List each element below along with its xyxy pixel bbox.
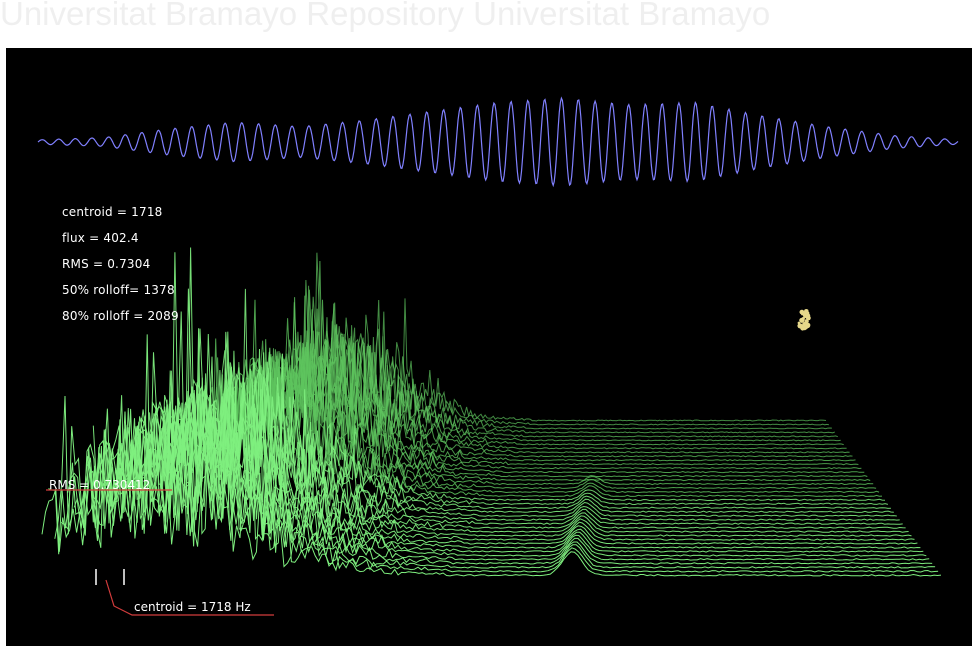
spectrum-frame-line <box>92 288 918 545</box>
flux-readout: flux = 402.4 <box>62 231 139 245</box>
rms-readout: RMS = 0.7304 <box>62 257 150 271</box>
rolloff80-readout: 80% rolloff = 2089 <box>62 309 179 323</box>
rolloff80-separator: = <box>133 309 144 323</box>
spectrogram-waterfall <box>41 247 942 577</box>
flux-label: flux <box>62 231 86 245</box>
rms-label: RMS <box>62 257 89 271</box>
spectrum-frame-line <box>253 336 844 446</box>
spectrum-frame-line <box>105 333 912 537</box>
rms-value: 0.7304 <box>107 257 151 271</box>
waveform-line <box>37 96 959 188</box>
flux-value: 402.4 <box>103 231 139 245</box>
rolloff50-label: 50% rolloff= <box>62 283 140 297</box>
flux-separator: = <box>89 231 100 245</box>
centroid-label: centroid <box>62 205 113 219</box>
rms-marker-name: RMS <box>49 478 76 492</box>
centroid-separator: = <box>116 205 128 219</box>
feature-point <box>807 323 811 327</box>
centroid-marker-unit: Hz <box>235 600 251 614</box>
spectrum-frame-line <box>99 247 915 541</box>
rms-marker-separator: = <box>79 478 90 492</box>
spectrum-frame-line <box>137 352 897 517</box>
visualization-canvas: centroid = 1718 flux = 402.4 RMS = 0.730… <box>6 48 972 646</box>
visualization-svg <box>37 96 959 616</box>
centroid-marker-label: centroid = 1718 Hz <box>134 600 251 614</box>
centroid-marker-name: centroid <box>134 600 184 614</box>
rms-marker-value: 0.730412 <box>93 478 151 492</box>
spectrum-frame-line <box>144 288 894 513</box>
spectrum-frame-line <box>246 289 847 450</box>
spectrum-frame-line <box>272 299 835 434</box>
feature-point <box>804 325 808 328</box>
spectrum-frame-line <box>54 395 936 569</box>
spectrum-frame-line <box>233 260 853 458</box>
spectrum-frame-line <box>112 331 909 533</box>
spectrum-frame-line <box>265 252 838 438</box>
spectrum-frame-line <box>259 303 841 442</box>
spectrum-frame-line <box>221 318 859 466</box>
marker-lines <box>46 489 274 616</box>
rolloff50-readout: 50% rolloff= 1378 <box>62 283 175 297</box>
scatter-point <box>797 309 811 331</box>
centroid-value: 1718 <box>131 205 163 219</box>
centroid-marker-value: 1718 <box>200 600 232 614</box>
spectrum-frame-line <box>41 402 942 577</box>
rms-separator: = <box>92 257 104 271</box>
rolloff50-value: 1378 <box>143 283 175 297</box>
spectrum-frame-line <box>48 425 939 573</box>
feature-point <box>799 309 805 315</box>
feature-point <box>806 313 811 318</box>
spectrum-frame-line <box>208 309 865 474</box>
feature-point <box>801 324 805 328</box>
feature-point <box>801 317 805 321</box>
centroid-readout: centroid = 1718 <box>62 205 163 219</box>
feature-point <box>807 311 810 315</box>
feature-point <box>803 313 808 318</box>
rms-marker-label: RMS = 0.730412 <box>49 478 150 492</box>
spectrum-frame-line <box>124 356 903 525</box>
spectrum-frame-line <box>188 338 874 486</box>
spectrum-frame-line <box>195 356 871 482</box>
centroid-leader-line <box>105 579 274 616</box>
spectrum-frame-line <box>118 361 906 529</box>
rolloff80-label: 80% rolloff <box>62 309 130 323</box>
rolloff80-value: 2089 <box>147 309 179 323</box>
watermark-text: Universitat Bramayo Repository Universit… <box>0 0 771 32</box>
spectrum-frame-line <box>86 397 921 549</box>
spectrum-frame-line <box>278 296 832 430</box>
centroid-marker-separator: = <box>187 600 198 614</box>
